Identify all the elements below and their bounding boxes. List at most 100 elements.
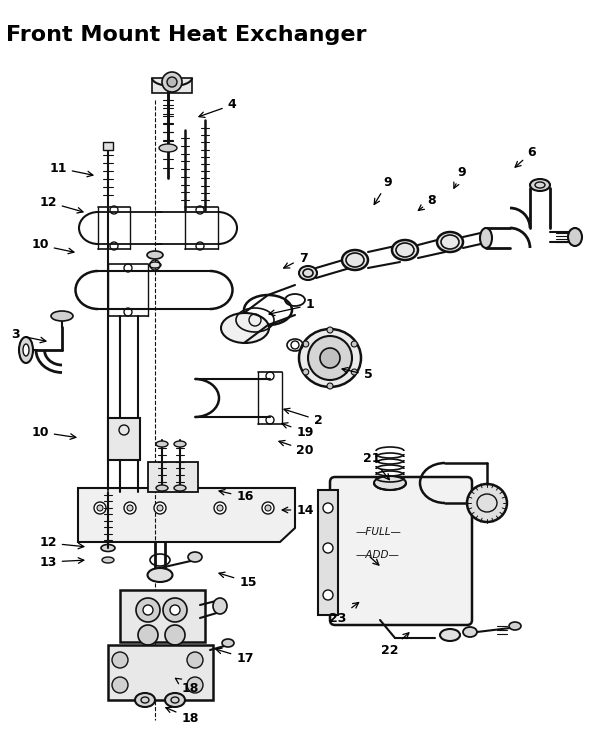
Text: 12: 12 [39, 196, 83, 213]
Circle shape [217, 505, 223, 511]
Ellipse shape [101, 544, 115, 551]
Text: 18: 18 [166, 708, 199, 724]
Circle shape [165, 625, 185, 645]
Bar [148, 462, 198, 492]
Circle shape [136, 598, 160, 622]
Circle shape [112, 677, 128, 693]
Circle shape [170, 605, 180, 615]
Text: —ADD—: —ADD— [356, 550, 400, 560]
FancyBboxPatch shape [330, 477, 472, 625]
Ellipse shape [135, 693, 155, 707]
Ellipse shape [299, 329, 361, 387]
Ellipse shape [299, 266, 317, 280]
Circle shape [162, 72, 182, 92]
Ellipse shape [213, 598, 227, 614]
Ellipse shape [165, 693, 185, 707]
Circle shape [167, 77, 177, 87]
Text: 20: 20 [279, 441, 314, 456]
Circle shape [303, 341, 309, 347]
Ellipse shape [51, 311, 73, 321]
Text: 4: 4 [199, 99, 236, 117]
Text: 15: 15 [219, 572, 257, 589]
Text: 11: 11 [49, 162, 93, 177]
Ellipse shape [174, 441, 186, 447]
Ellipse shape [148, 568, 173, 582]
Text: 7: 7 [284, 251, 307, 268]
Text: 23: 23 [329, 602, 359, 624]
Circle shape [323, 543, 333, 553]
Ellipse shape [147, 251, 163, 259]
Bar [318, 490, 338, 615]
Ellipse shape [222, 639, 234, 647]
Ellipse shape [463, 627, 477, 637]
Ellipse shape [174, 485, 186, 491]
Ellipse shape [188, 552, 202, 562]
Circle shape [323, 590, 333, 600]
Text: 17: 17 [216, 648, 254, 665]
Ellipse shape [23, 344, 29, 356]
Text: 2: 2 [284, 408, 322, 426]
Polygon shape [78, 488, 295, 542]
Text: Front Mount Heat Exchanger: Front Mount Heat Exchanger [6, 25, 367, 45]
Text: 14: 14 [282, 504, 314, 517]
Text: 18: 18 [175, 678, 199, 695]
Ellipse shape [392, 240, 418, 260]
Bar [120, 590, 205, 642]
Circle shape [351, 341, 357, 347]
Ellipse shape [440, 629, 460, 641]
Text: 21: 21 [363, 451, 389, 480]
Text: 19: 19 [282, 423, 314, 438]
Circle shape [124, 502, 136, 514]
Text: 16: 16 [219, 490, 254, 504]
Circle shape [323, 503, 333, 513]
Circle shape [97, 505, 103, 511]
Ellipse shape [437, 232, 463, 252]
Circle shape [308, 336, 352, 380]
Text: 1: 1 [269, 299, 314, 316]
Circle shape [327, 383, 333, 389]
Bar [103, 142, 113, 150]
Text: 9: 9 [454, 165, 466, 188]
Bar [108, 418, 140, 460]
Text: 8: 8 [418, 193, 436, 211]
Text: 10: 10 [31, 238, 74, 253]
Ellipse shape [149, 262, 161, 268]
Ellipse shape [342, 250, 368, 270]
Ellipse shape [156, 485, 168, 491]
Ellipse shape [374, 476, 406, 490]
Ellipse shape [480, 228, 492, 248]
Circle shape [351, 369, 357, 375]
Circle shape [112, 652, 128, 668]
Text: 6: 6 [515, 145, 536, 167]
Circle shape [214, 502, 226, 514]
Circle shape [138, 625, 158, 645]
Text: 9: 9 [374, 175, 392, 205]
Text: 22: 22 [381, 633, 409, 656]
Ellipse shape [19, 337, 33, 363]
Circle shape [143, 605, 153, 615]
Text: 13: 13 [40, 556, 84, 569]
Polygon shape [152, 78, 192, 93]
Circle shape [157, 505, 163, 511]
Text: 12: 12 [39, 536, 84, 550]
Ellipse shape [156, 441, 168, 447]
Ellipse shape [467, 484, 507, 522]
Circle shape [187, 677, 203, 693]
Text: 5: 5 [342, 368, 373, 381]
Text: 10: 10 [31, 426, 76, 439]
Ellipse shape [159, 144, 177, 152]
Circle shape [320, 348, 340, 368]
Circle shape [265, 505, 271, 511]
Bar [108, 645, 213, 700]
Text: —FULL—: —FULL— [356, 527, 402, 537]
Circle shape [127, 505, 133, 511]
Circle shape [327, 327, 333, 333]
Text: 3: 3 [11, 329, 46, 343]
Circle shape [163, 598, 187, 622]
Ellipse shape [530, 179, 550, 191]
Circle shape [262, 502, 274, 514]
Circle shape [94, 502, 106, 514]
Circle shape [154, 502, 166, 514]
Ellipse shape [221, 313, 269, 343]
Ellipse shape [102, 557, 114, 563]
